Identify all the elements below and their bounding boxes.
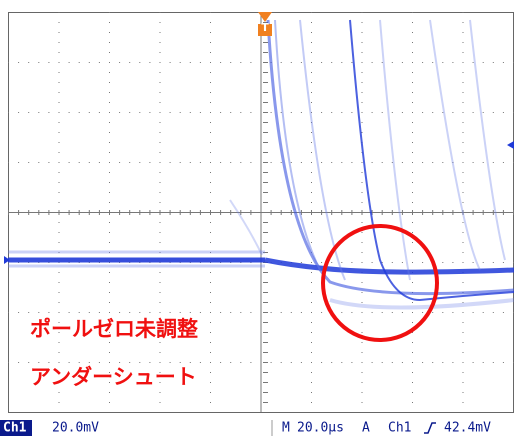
- annotation: アンダーシュート: [30, 365, 197, 389]
- level-marker: [507, 141, 514, 149]
- highlight-circle: [323, 226, 437, 340]
- ground-marker: [4, 256, 10, 264]
- trigger-marker: T: [258, 12, 272, 36]
- timebase: 20.0µs: [297, 421, 344, 436]
- timebase-label: M: [282, 421, 290, 436]
- status-bar: Ch1 20.0mV M 20.0µs A Ch1 42.4mV: [0, 418, 514, 437]
- trigger-mode: A: [362, 421, 370, 436]
- channel: Ch1: [3, 421, 27, 436]
- trigger-label: T: [261, 21, 269, 34]
- trigger-channel: Ch1: [388, 421, 411, 436]
- page: {"screen":{"trigger_marker":"T","annotat…: [0, 0, 514, 437]
- scale: 20.0mV: [52, 421, 99, 436]
- trigger-level: 42.4mV: [444, 421, 491, 436]
- annotation: ポールゼロ未調整: [30, 317, 198, 341]
- scope-screen: T ポールゼロ未調整 アンダーシュート Ch1 20.0mV M 20.0µs …: [0, 0, 514, 437]
